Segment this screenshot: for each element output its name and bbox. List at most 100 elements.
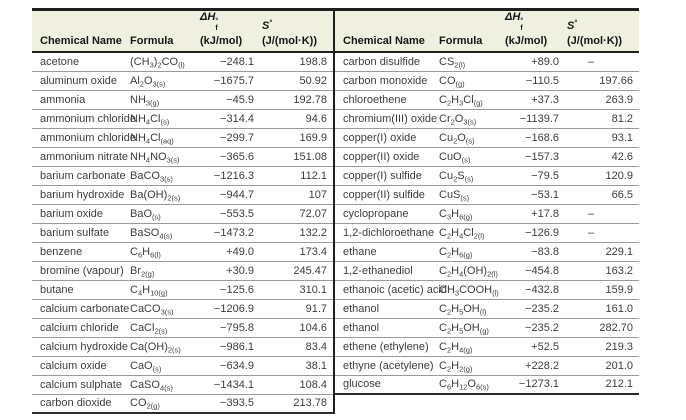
- table-row: carbon disulfide CS2(l) +89.0 –: [335, 52, 639, 71]
- formula-cell: Br2(g): [130, 264, 155, 278]
- entropy-value-cell: 263.9: [605, 93, 633, 106]
- col-header-entropy-symbol: S°: [561, 10, 639, 32]
- entropy-value-cell: 107: [308, 188, 327, 201]
- table-row: ethyne (acetylene) C2H2(g) +228.2 201.0: [335, 356, 639, 375]
- formula-cell: Cr2O3(s): [439, 112, 477, 126]
- chemical-name-cell: calcium carbonate: [40, 302, 130, 315]
- col-header-enthalpy-symbol: ΔH ° f: [198, 10, 256, 33]
- enthalpy-value-cell: −454.8: [525, 264, 559, 277]
- table-row: carbon dioxide CO2(g) −393.5 213.78: [32, 394, 334, 413]
- entropy-value-cell: 219.3: [605, 340, 633, 353]
- formula-cell: C2H4Cl2(l): [439, 226, 485, 240]
- enthalpy-value-cell: +228.2: [525, 359, 559, 372]
- table-header-left: ΔH ° f S° Chemical Name Formula (kJ/mol) (…: [32, 9, 334, 53]
- chemical-name-cell: barium sulfate: [40, 226, 110, 239]
- table-row: bromine (vapour) Br2(g) +30.9 245.47: [32, 261, 334, 280]
- table-row: chromium(III) oxide Cr2O3(s) −1139.7 81.2: [335, 109, 639, 128]
- entropy-value-cell: –: [587, 226, 595, 239]
- enthalpy-value-cell: −393.5: [220, 397, 254, 410]
- chemical-name-cell: chloroethene: [343, 93, 407, 106]
- header-spacer: [439, 10, 503, 33]
- table-row: copper(II) oxide CuO(s) −157.3 42.6: [335, 147, 639, 166]
- formula-cell: BaO(s): [130, 207, 161, 221]
- enthalpy-value-cell: −299.7: [220, 131, 254, 144]
- chemical-name-cell: ethanol: [343, 321, 380, 334]
- entropy-value-cell: 151.08: [293, 150, 327, 163]
- table-row: ethene (ethylene) C2H4(g) +52.5 219.3: [335, 337, 639, 356]
- chemical-name-cell: butane: [40, 283, 74, 296]
- entropy-value-cell: 197.66: [599, 74, 633, 87]
- entropy-value-cell: 132.2: [299, 226, 327, 239]
- chemical-name-cell: copper(I) sulfide: [343, 169, 422, 182]
- table-row: carbon monoxide CO(g) −110.5 197.66: [335, 71, 639, 90]
- enthalpy-value-cell: −986.1: [220, 340, 254, 353]
- table-row: ammonium chloride NH4Cl(aq) −299.7 169.9: [32, 128, 334, 147]
- enthalpy-value-cell: −157.3: [525, 150, 559, 163]
- header-spacer: [32, 10, 130, 33]
- enthalpy-value-cell: −83.8: [531, 245, 559, 258]
- chemical-name-cell: 1,2-ethanediol: [343, 264, 413, 277]
- table-row: benzene C6H6(l) +49.0 173.4: [32, 242, 334, 261]
- enthalpy-value-cell: −45.9: [226, 93, 254, 106]
- formula-cell: C2H3Cl(g): [439, 93, 483, 107]
- enthalpy-value-cell: −248.1: [220, 55, 254, 68]
- formula-cell: CaSO4(s): [130, 378, 173, 392]
- enthalpy-value-cell: −432.8: [525, 283, 559, 296]
- chemical-name-cell: ethene (ethylene): [343, 340, 429, 353]
- entropy-value-cell: 282.70: [599, 321, 633, 334]
- table-row: aluminum oxide Al2O3(s) −1675.7 50.92: [32, 71, 334, 90]
- formula-cell: C2H6(g): [439, 245, 473, 259]
- chemical-name-cell: calcium chloride: [40, 321, 119, 334]
- enthalpy-value-cell: +49.0: [226, 245, 254, 258]
- formula-cell: C6H12O6(s): [439, 378, 489, 392]
- formula-cell: Al2O3(s): [130, 74, 166, 88]
- formula-cell: C2H4(OH)2(l): [439, 264, 498, 278]
- entropy-value-cell: 159.9: [605, 283, 633, 296]
- entropy-value-cell: 72.07: [299, 207, 327, 220]
- thermodynamic-data-table: ΔH ° f S° Chemical Name Formula (kJ/mol) (…: [32, 8, 639, 414]
- formula-cell: BaCO3(s): [130, 169, 173, 183]
- entropy-symbol: S: [567, 20, 575, 32]
- col-header-chemical-name: Chemical Name: [335, 32, 439, 53]
- entropy-value-cell: 50.92: [299, 74, 327, 87]
- formula-cell: NH3(g): [130, 93, 160, 107]
- enthalpy-value-cell: −944.7: [220, 188, 254, 201]
- chemical-name-cell: ammonium chloride: [40, 112, 136, 125]
- table-row: barium sulfate BaSO4(s) −1473.2 132.2: [32, 223, 334, 242]
- chemical-name-cell: copper(I) oxide: [343, 131, 417, 144]
- table-row: barium oxide BaO(s) −553.5 72.07: [32, 204, 334, 223]
- entropy-sup: °: [269, 18, 273, 27]
- col-header-enthalpy-unit: (kJ/mol): [198, 32, 256, 53]
- entropy-value-cell: 310.1: [299, 283, 327, 296]
- formula-cell: Ba(OH)2(s): [130, 188, 181, 202]
- table-row: cyclopropane C3H6(g) +17.8 –: [335, 204, 639, 223]
- table-row: copper(I) oxide Cu2O(s) −168.6 93.1: [335, 128, 639, 147]
- entropy-value-cell: 108.4: [299, 378, 327, 391]
- col-header-enthalpy-unit: (kJ/mol): [503, 32, 561, 53]
- col-header-entropy-unit: (J/(mol·K)): [256, 32, 334, 53]
- header-label-row: Chemical Name Formula (kJ/mol) (J/(mol·K…: [32, 32, 334, 53]
- enthalpy-value-cell: −168.6: [525, 131, 559, 144]
- chemical-name-cell: ethyne (acetylene): [343, 359, 434, 372]
- enthalpy-value-cell: −1206.9: [213, 302, 254, 315]
- chemical-name-cell: copper(II) sulfide: [343, 188, 425, 201]
- entropy-value-cell: 198.8: [299, 55, 327, 68]
- entropy-value-cell: 169.9: [299, 131, 327, 144]
- entropy-value-cell: 83.4: [305, 340, 327, 353]
- enthalpy-supsub: ° f: [520, 18, 524, 32]
- entropy-value-cell: 212.1: [605, 378, 633, 391]
- table-row: acetone (CH3)2CO(l) −248.1 198.8: [32, 52, 334, 71]
- chemical-name-cell: aluminum oxide: [40, 74, 118, 87]
- enthalpy-value-cell: −126.9: [525, 226, 559, 239]
- entropy-sup: °: [574, 18, 578, 27]
- chemical-name-cell: calcium oxide: [40, 359, 107, 372]
- header-spacer: [335, 10, 439, 33]
- chemical-name-cell: carbon monoxide: [343, 74, 428, 87]
- enthalpy-value-cell: +52.5: [531, 340, 559, 353]
- formula-cell: Cu2O(s): [439, 131, 475, 145]
- table-row: ammonium nitrate NH4NO3(s) −365.6 151.08: [32, 147, 334, 166]
- formula-cell: NH4Cl(aq): [130, 131, 174, 145]
- enthalpy-symbol: ΔH: [200, 11, 216, 23]
- entropy-value-cell: 161.0: [605, 302, 633, 315]
- table-row: 1,2-dichloroethane C2H4Cl2(l) −126.9 –: [335, 223, 639, 242]
